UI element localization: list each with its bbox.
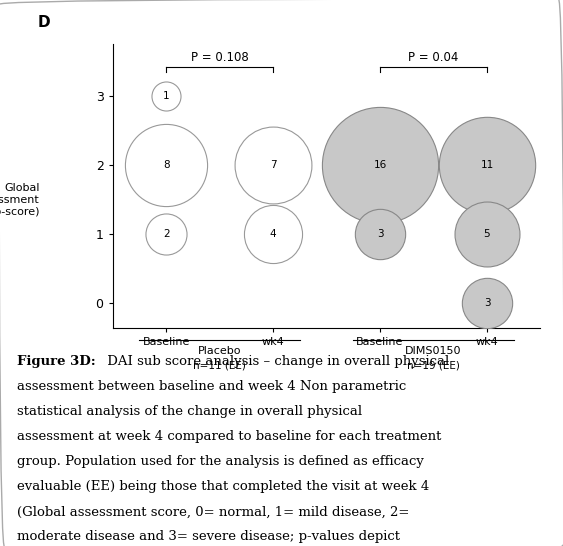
Y-axis label: Global
Assessment
(sub-score): Global Assessment (sub-score): [0, 183, 40, 216]
Point: [376, 230, 385, 239]
Text: 2: 2: [163, 229, 169, 239]
Text: (Global assessment score, 0= normal, 1= mild disease, 2=: (Global assessment score, 0= normal, 1= …: [17, 506, 409, 518]
Text: 11: 11: [480, 160, 494, 170]
Text: 3: 3: [484, 298, 490, 308]
Text: assessment between baseline and week 4 Non parametric: assessment between baseline and week 4 N…: [17, 380, 406, 393]
Text: Placebo: Placebo: [198, 346, 242, 357]
Text: DAI sub score analysis – change in overall physical: DAI sub score analysis – change in overa…: [103, 355, 449, 368]
Point: [482, 230, 491, 239]
Point: [162, 230, 171, 239]
Text: P = 0.04: P = 0.04: [408, 51, 459, 64]
Text: Figure 3D:: Figure 3D:: [17, 355, 96, 368]
Text: D: D: [38, 15, 50, 30]
Text: 4: 4: [270, 229, 276, 239]
Text: P = 0.108: P = 0.108: [191, 51, 248, 64]
Text: 16: 16: [373, 160, 387, 170]
Text: assessment at week 4 compared to baseline for each treatment: assessment at week 4 compared to baselin…: [17, 430, 441, 443]
Text: 7: 7: [270, 160, 276, 170]
Point: [482, 161, 491, 169]
Text: 1: 1: [163, 91, 169, 100]
Text: group. Population used for the analysis is defined as efficacy: group. Population used for the analysis …: [17, 455, 424, 468]
Point: [269, 230, 278, 239]
Text: moderate disease and 3= severe disease; p-values depict: moderate disease and 3= severe disease; …: [17, 531, 400, 543]
Text: n=19 (EE): n=19 (EE): [407, 360, 460, 370]
Point: [269, 161, 278, 169]
Text: 3: 3: [377, 229, 383, 239]
Text: 8: 8: [163, 160, 169, 170]
Point: [162, 161, 171, 169]
Point: [162, 91, 171, 100]
Text: 5: 5: [484, 229, 490, 239]
Point: [482, 299, 491, 308]
Point: [376, 161, 385, 169]
Text: statistical analysis of the change in overall physical: statistical analysis of the change in ov…: [17, 405, 362, 418]
Text: evaluable (EE) being those that completed the visit at week 4: evaluable (EE) being those that complete…: [17, 480, 429, 494]
Text: DIMS0150: DIMS0150: [405, 346, 462, 357]
Text: n=11 (EE): n=11 (EE): [193, 360, 246, 370]
